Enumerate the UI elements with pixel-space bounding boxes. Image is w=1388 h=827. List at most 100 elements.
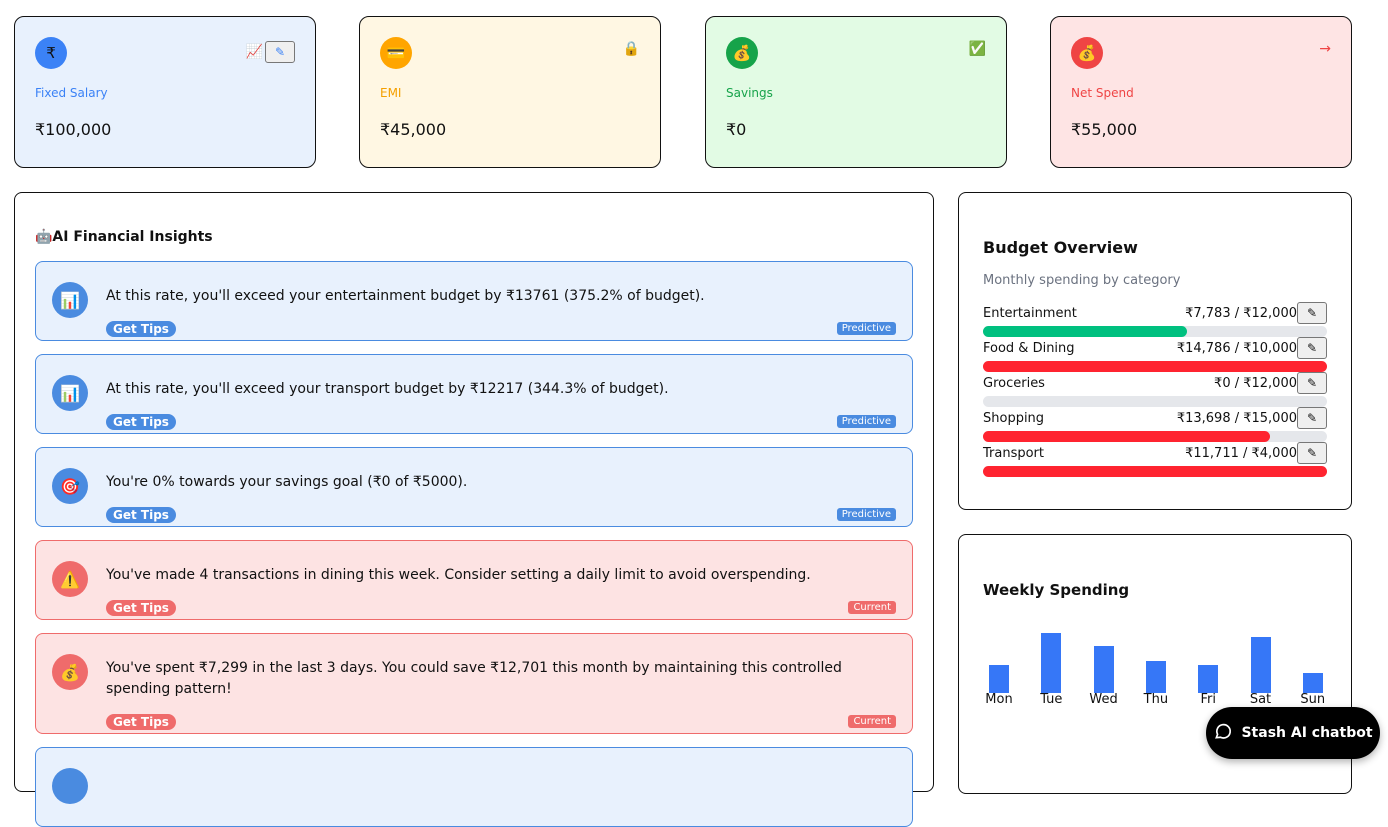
- budget-row: Entertainment ₹7,783 / ₹12,000 ✎: [983, 302, 1327, 341]
- x-tick-label: Thu: [1143, 692, 1169, 707]
- budget-row: Groceries ₹0 / ₹12,000 ✎: [983, 372, 1327, 411]
- budget-progress-fill: [983, 361, 1327, 372]
- insight-card: ⚠️ You've made 4 transactions in dining …: [35, 540, 913, 620]
- x-tick-label: Sun: [1300, 692, 1326, 707]
- budget-category: Food & Dining: [983, 341, 1075, 356]
- budget-category: Transport: [983, 446, 1045, 461]
- x-tick-label: Mon: [985, 692, 1013, 707]
- insight-icon: [52, 768, 88, 804]
- budget-progress-fill: [983, 466, 1327, 477]
- budget-category: Groceries: [983, 376, 1045, 391]
- budget-progress-bar: [983, 466, 1327, 477]
- budget-progress-bar: [983, 431, 1327, 442]
- insight-card: 📊 At this rate, you'll exceed your enter…: [35, 261, 913, 341]
- card-value: ₹100,000: [35, 120, 112, 139]
- insight-text: You've made 4 transactions in dining thi…: [106, 567, 811, 583]
- budget-amount: ₹14,786 / ₹10,000: [1176, 341, 1297, 356]
- card-action-icon: 📈: [245, 44, 263, 60]
- insight-icon: ⚠️: [52, 561, 88, 597]
- x-tick-label: Tue: [1040, 692, 1063, 707]
- insight-icon: 📊: [52, 282, 88, 318]
- edit-budget-button[interactable]: ✎: [1297, 442, 1327, 464]
- budget-progress-fill: [983, 326, 1188, 337]
- insight-type-badge: Predictive: [836, 322, 896, 335]
- chatbot-button[interactable]: Stash AI chatbot: [1206, 707, 1380, 759]
- insight-type-badge: Predictive: [836, 508, 896, 521]
- edit-budget-button[interactable]: ✎: [1297, 407, 1327, 429]
- insights-title: 🤖AI Financial Insights: [35, 229, 213, 245]
- card-value: ₹45,000: [380, 120, 447, 139]
- budget-title: Budget Overview: [983, 238, 1138, 257]
- bar-mon: [989, 665, 1009, 693]
- get-tips-button[interactable]: Get Tips: [106, 321, 176, 337]
- budget-subtitle: Monthly spending by category: [983, 273, 1181, 288]
- card-action-icon: 🔒: [622, 41, 640, 57]
- insight-card: 🎯 You're 0% towards your savings goal (₹…: [35, 447, 913, 527]
- budget-row: Transport ₹11,711 / ₹4,000 ✎: [983, 442, 1327, 481]
- card-icon: ₹: [35, 37, 67, 69]
- insight-text: At this rate, you'll exceed your transpo…: [106, 381, 669, 397]
- budget-row: Shopping ₹13,698 / ₹15,000 ✎: [983, 407, 1327, 446]
- insight-text: At this rate, you'll exceed your enterta…: [106, 288, 705, 304]
- chart-title: Weekly Spending: [983, 581, 1130, 599]
- budget-row: Food & Dining ₹14,786 / ₹10,000 ✎: [983, 337, 1327, 376]
- get-tips-button[interactable]: Get Tips: [106, 600, 176, 616]
- bar-sun: [1302, 673, 1323, 693]
- budget-amount: ₹13,698 / ₹15,000: [1176, 411, 1297, 426]
- insight-icon: 💰: [52, 654, 88, 690]
- card-label: Savings: [726, 86, 773, 100]
- get-tips-button[interactable]: Get Tips: [106, 714, 176, 730]
- card-icon: 💰: [726, 37, 758, 69]
- budget-overview-panel: Budget Overview Monthly spending by cate…: [958, 192, 1352, 510]
- summary-card-savings: 💰 ✅ Savings ₹0: [705, 16, 1007, 168]
- summary-card-net-spend: 💰 → Net Spend ₹55,000: [1050, 16, 1352, 168]
- card-label: Fixed Salary: [35, 86, 108, 100]
- insight-icon: 🎯: [52, 468, 88, 504]
- insight-text: You've spent ₹7,299 in the last 3 days. …: [106, 660, 842, 697]
- insight-card: 💰 You've spent ₹7,299 in the last 3 days…: [35, 633, 913, 734]
- card-icon: 💰: [1071, 37, 1103, 69]
- card-icon: 💳: [380, 37, 412, 69]
- edit-budget-button[interactable]: ✎: [1297, 302, 1327, 324]
- card-action-icon[interactable]: →: [1319, 41, 1331, 57]
- budget-category: Shopping: [983, 411, 1045, 426]
- card-value: ₹0: [726, 120, 747, 139]
- edit-budget-button[interactable]: ✎: [1297, 337, 1327, 359]
- budget-amount: ₹7,783 / ₹12,000: [1185, 306, 1297, 321]
- x-tick-label: Fri: [1200, 692, 1216, 707]
- insight-card: 📊 At this rate, you'll exceed your trans…: [35, 354, 913, 434]
- budget-progress-bar: [983, 326, 1327, 337]
- x-tick-label: Wed: [1089, 692, 1118, 707]
- insight-type-badge: Current: [848, 601, 896, 614]
- ai-insights-panel: 🤖AI Financial Insights 📊 At this rate, y…: [14, 192, 934, 827]
- budget-category: Entertainment: [983, 306, 1077, 321]
- edit-salary-button[interactable]: ✎: [265, 41, 295, 63]
- bar-wed: [1093, 646, 1114, 693]
- budget-amount: ₹0 / ₹12,000: [1214, 376, 1297, 391]
- bar-thu: [1145, 661, 1166, 693]
- insight-card: [35, 747, 913, 827]
- weekly-spending-panel: Weekly Spending Mon Tue Wed Thu Fri Sat Sun: [958, 534, 1352, 794]
- card-value: ₹55,000: [1071, 120, 1138, 139]
- get-tips-button[interactable]: Get Tips: [106, 414, 176, 430]
- budget-amount: ₹11,711 / ₹4,000: [1185, 446, 1297, 461]
- budget-progress-bar: [983, 361, 1327, 372]
- edit-budget-button[interactable]: ✎: [1297, 372, 1327, 394]
- bar-sat: [1250, 637, 1271, 693]
- bar-tue: [1041, 633, 1062, 693]
- bar-fri: [1198, 665, 1219, 693]
- budget-progress-bar: [983, 396, 1327, 407]
- insight-text: You're 0% towards your savings goal (₹0 …: [106, 474, 468, 490]
- card-label: Net Spend: [1071, 86, 1134, 100]
- budget-progress-fill: [983, 431, 1270, 442]
- card-label: EMI: [380, 86, 402, 100]
- x-tick-label: Sat: [1249, 692, 1272, 707]
- summary-card-fixed-salary: ₹ 📈 ✎ Fixed Salary ₹100,000: [14, 16, 316, 168]
- insight-type-badge: Current: [848, 715, 896, 728]
- get-tips-button[interactable]: Get Tips: [106, 507, 176, 523]
- insight-type-badge: Predictive: [836, 415, 896, 428]
- insight-icon: 📊: [52, 375, 88, 411]
- card-action-icon: ✅: [968, 41, 986, 57]
- summary-card-emi: 💳 🔒 EMI ₹45,000: [359, 16, 661, 168]
- chat-bubble-icon: [1213, 721, 1233, 745]
